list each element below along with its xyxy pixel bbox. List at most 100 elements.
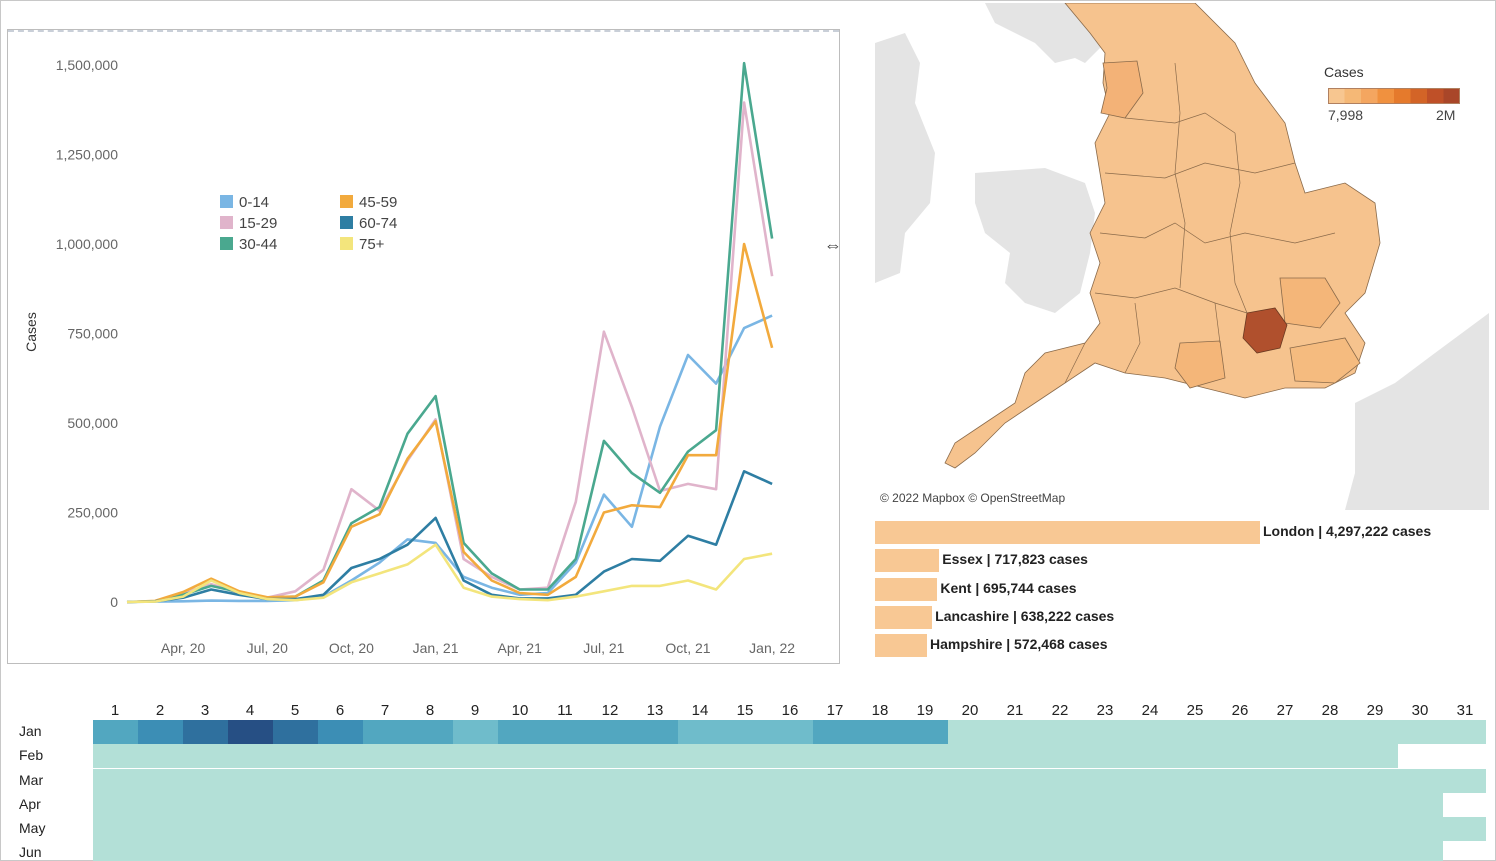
heatmap-cell[interactable] (318, 720, 363, 744)
heatmap-cell[interactable] (1083, 841, 1128, 861)
heatmap-cell[interactable] (633, 817, 678, 841)
heatmap-cell[interactable] (1308, 841, 1353, 861)
heatmap-cell[interactable] (813, 817, 858, 841)
heatmap-cell[interactable] (1038, 744, 1083, 768)
heatmap-cell[interactable] (903, 720, 948, 744)
heatmap-cell[interactable] (1263, 744, 1308, 768)
heatmap-cell[interactable] (948, 793, 993, 817)
heatmap-cell[interactable] (1353, 720, 1398, 744)
heatmap-cell[interactable] (273, 841, 318, 861)
heatmap-cell[interactable] (588, 744, 633, 768)
heatmap-cell[interactable] (1083, 769, 1128, 793)
heatmap-cell[interactable] (723, 744, 768, 768)
heatmap-cell[interactable] (363, 841, 408, 861)
heatmap-cell[interactable] (1443, 720, 1486, 744)
heatmap-cell[interactable] (948, 841, 993, 861)
heatmap-cell[interactable] (453, 744, 498, 768)
heatmap-cell[interactable] (228, 720, 273, 744)
heatmap-cell[interactable] (948, 817, 993, 841)
heatmap-cell[interactable] (813, 793, 858, 817)
heatmap-cell[interactable] (273, 793, 318, 817)
heatmap-cell[interactable] (363, 793, 408, 817)
heatmap-cell[interactable] (903, 817, 948, 841)
heatmap-cell[interactable] (1263, 769, 1308, 793)
heatmap-cell[interactable] (183, 793, 228, 817)
heatmap-cell[interactable] (1353, 744, 1398, 768)
heatmap-cell[interactable] (543, 744, 588, 768)
heatmap-cell[interactable] (1083, 720, 1128, 744)
heatmap-cell[interactable] (1128, 793, 1173, 817)
heatmap-cell[interactable] (543, 817, 588, 841)
heatmap-cell[interactable] (1398, 793, 1443, 817)
heatmap-cell[interactable] (138, 769, 183, 793)
heatmap-cell[interactable] (318, 817, 363, 841)
heatmap-cell[interactable] (1173, 720, 1218, 744)
heatmap-cell[interactable] (1398, 841, 1443, 861)
heatmap-cell[interactable] (498, 817, 543, 841)
heatmap-cell[interactable] (858, 841, 903, 861)
heatmap-cell[interactable] (588, 841, 633, 861)
heatmap-cell[interactable] (813, 720, 858, 744)
heatmap-cell[interactable] (93, 841, 138, 861)
heatmap-cell[interactable] (1173, 817, 1218, 841)
heatmap-cell[interactable] (768, 793, 813, 817)
heatmap-cell[interactable] (903, 841, 948, 861)
heatmap-cell[interactable] (1038, 720, 1083, 744)
heatmap-cell[interactable] (903, 793, 948, 817)
heatmap-cell[interactable] (363, 769, 408, 793)
heatmap-cell[interactable] (498, 720, 543, 744)
heatmap-cell[interactable] (1308, 817, 1353, 841)
heatmap-cell[interactable] (903, 769, 948, 793)
heatmap-cell[interactable] (1218, 817, 1263, 841)
heatmap-cell[interactable] (453, 793, 498, 817)
heatmap-cell[interactable] (363, 720, 408, 744)
heatmap-cell[interactable] (1173, 841, 1218, 861)
heatmap-cell[interactable] (273, 769, 318, 793)
heatmap-cell[interactable] (183, 817, 228, 841)
heatmap-cell[interactable] (948, 720, 993, 744)
heatmap-cell[interactable] (1083, 744, 1128, 768)
heatmap-cell[interactable] (498, 769, 543, 793)
heatmap-cell[interactable] (138, 841, 183, 861)
heatmap-cell[interactable] (1038, 793, 1083, 817)
heatmap-cell[interactable] (1308, 720, 1353, 744)
heatmap-cell[interactable] (1038, 817, 1083, 841)
heatmap-cell[interactable] (1353, 793, 1398, 817)
heatmap-cell[interactable] (363, 817, 408, 841)
heatmap-cell[interactable] (1083, 793, 1128, 817)
heatmap-cell[interactable] (768, 720, 813, 744)
heatmap-cell[interactable] (228, 769, 273, 793)
heatmap-cell[interactable] (903, 744, 948, 768)
heatmap-cell[interactable] (1218, 841, 1263, 861)
heatmap-cell[interactable] (678, 841, 723, 861)
heatmap-cell[interactable] (453, 720, 498, 744)
heatmap-cell[interactable] (138, 744, 183, 768)
heatmap-cell[interactable] (1038, 841, 1083, 861)
heatmap-cell[interactable] (1128, 720, 1173, 744)
heatmap-cell[interactable] (678, 720, 723, 744)
heatmap-cell[interactable] (408, 720, 453, 744)
heatmap-cell[interactable] (1308, 793, 1353, 817)
heatmap-cell[interactable] (273, 744, 318, 768)
heatmap-cell[interactable] (228, 744, 273, 768)
heatmap-cell[interactable] (768, 744, 813, 768)
heatmap-cell[interactable] (993, 769, 1038, 793)
heatmap-cell[interactable] (813, 769, 858, 793)
heatmap-cell[interactable] (1218, 793, 1263, 817)
heatmap-cell[interactable] (723, 793, 768, 817)
heatmap-cell[interactable] (948, 769, 993, 793)
heatmap-cell[interactable] (1038, 769, 1083, 793)
heatmap-cell[interactable] (768, 769, 813, 793)
heatmap-cell[interactable] (993, 841, 1038, 861)
heatmap-cell[interactable] (318, 793, 363, 817)
heatmap-cell[interactable] (678, 769, 723, 793)
heatmap-cell[interactable] (138, 720, 183, 744)
heatmap-cell[interactable] (543, 841, 588, 861)
heatmap-cell[interactable] (543, 769, 588, 793)
heatmap-cell[interactable] (813, 744, 858, 768)
heatmap-cell[interactable] (678, 817, 723, 841)
heatmap-cell[interactable] (363, 744, 408, 768)
heatmap-cell[interactable] (138, 793, 183, 817)
heatmap-cell[interactable] (273, 720, 318, 744)
heatmap-cell[interactable] (408, 769, 453, 793)
